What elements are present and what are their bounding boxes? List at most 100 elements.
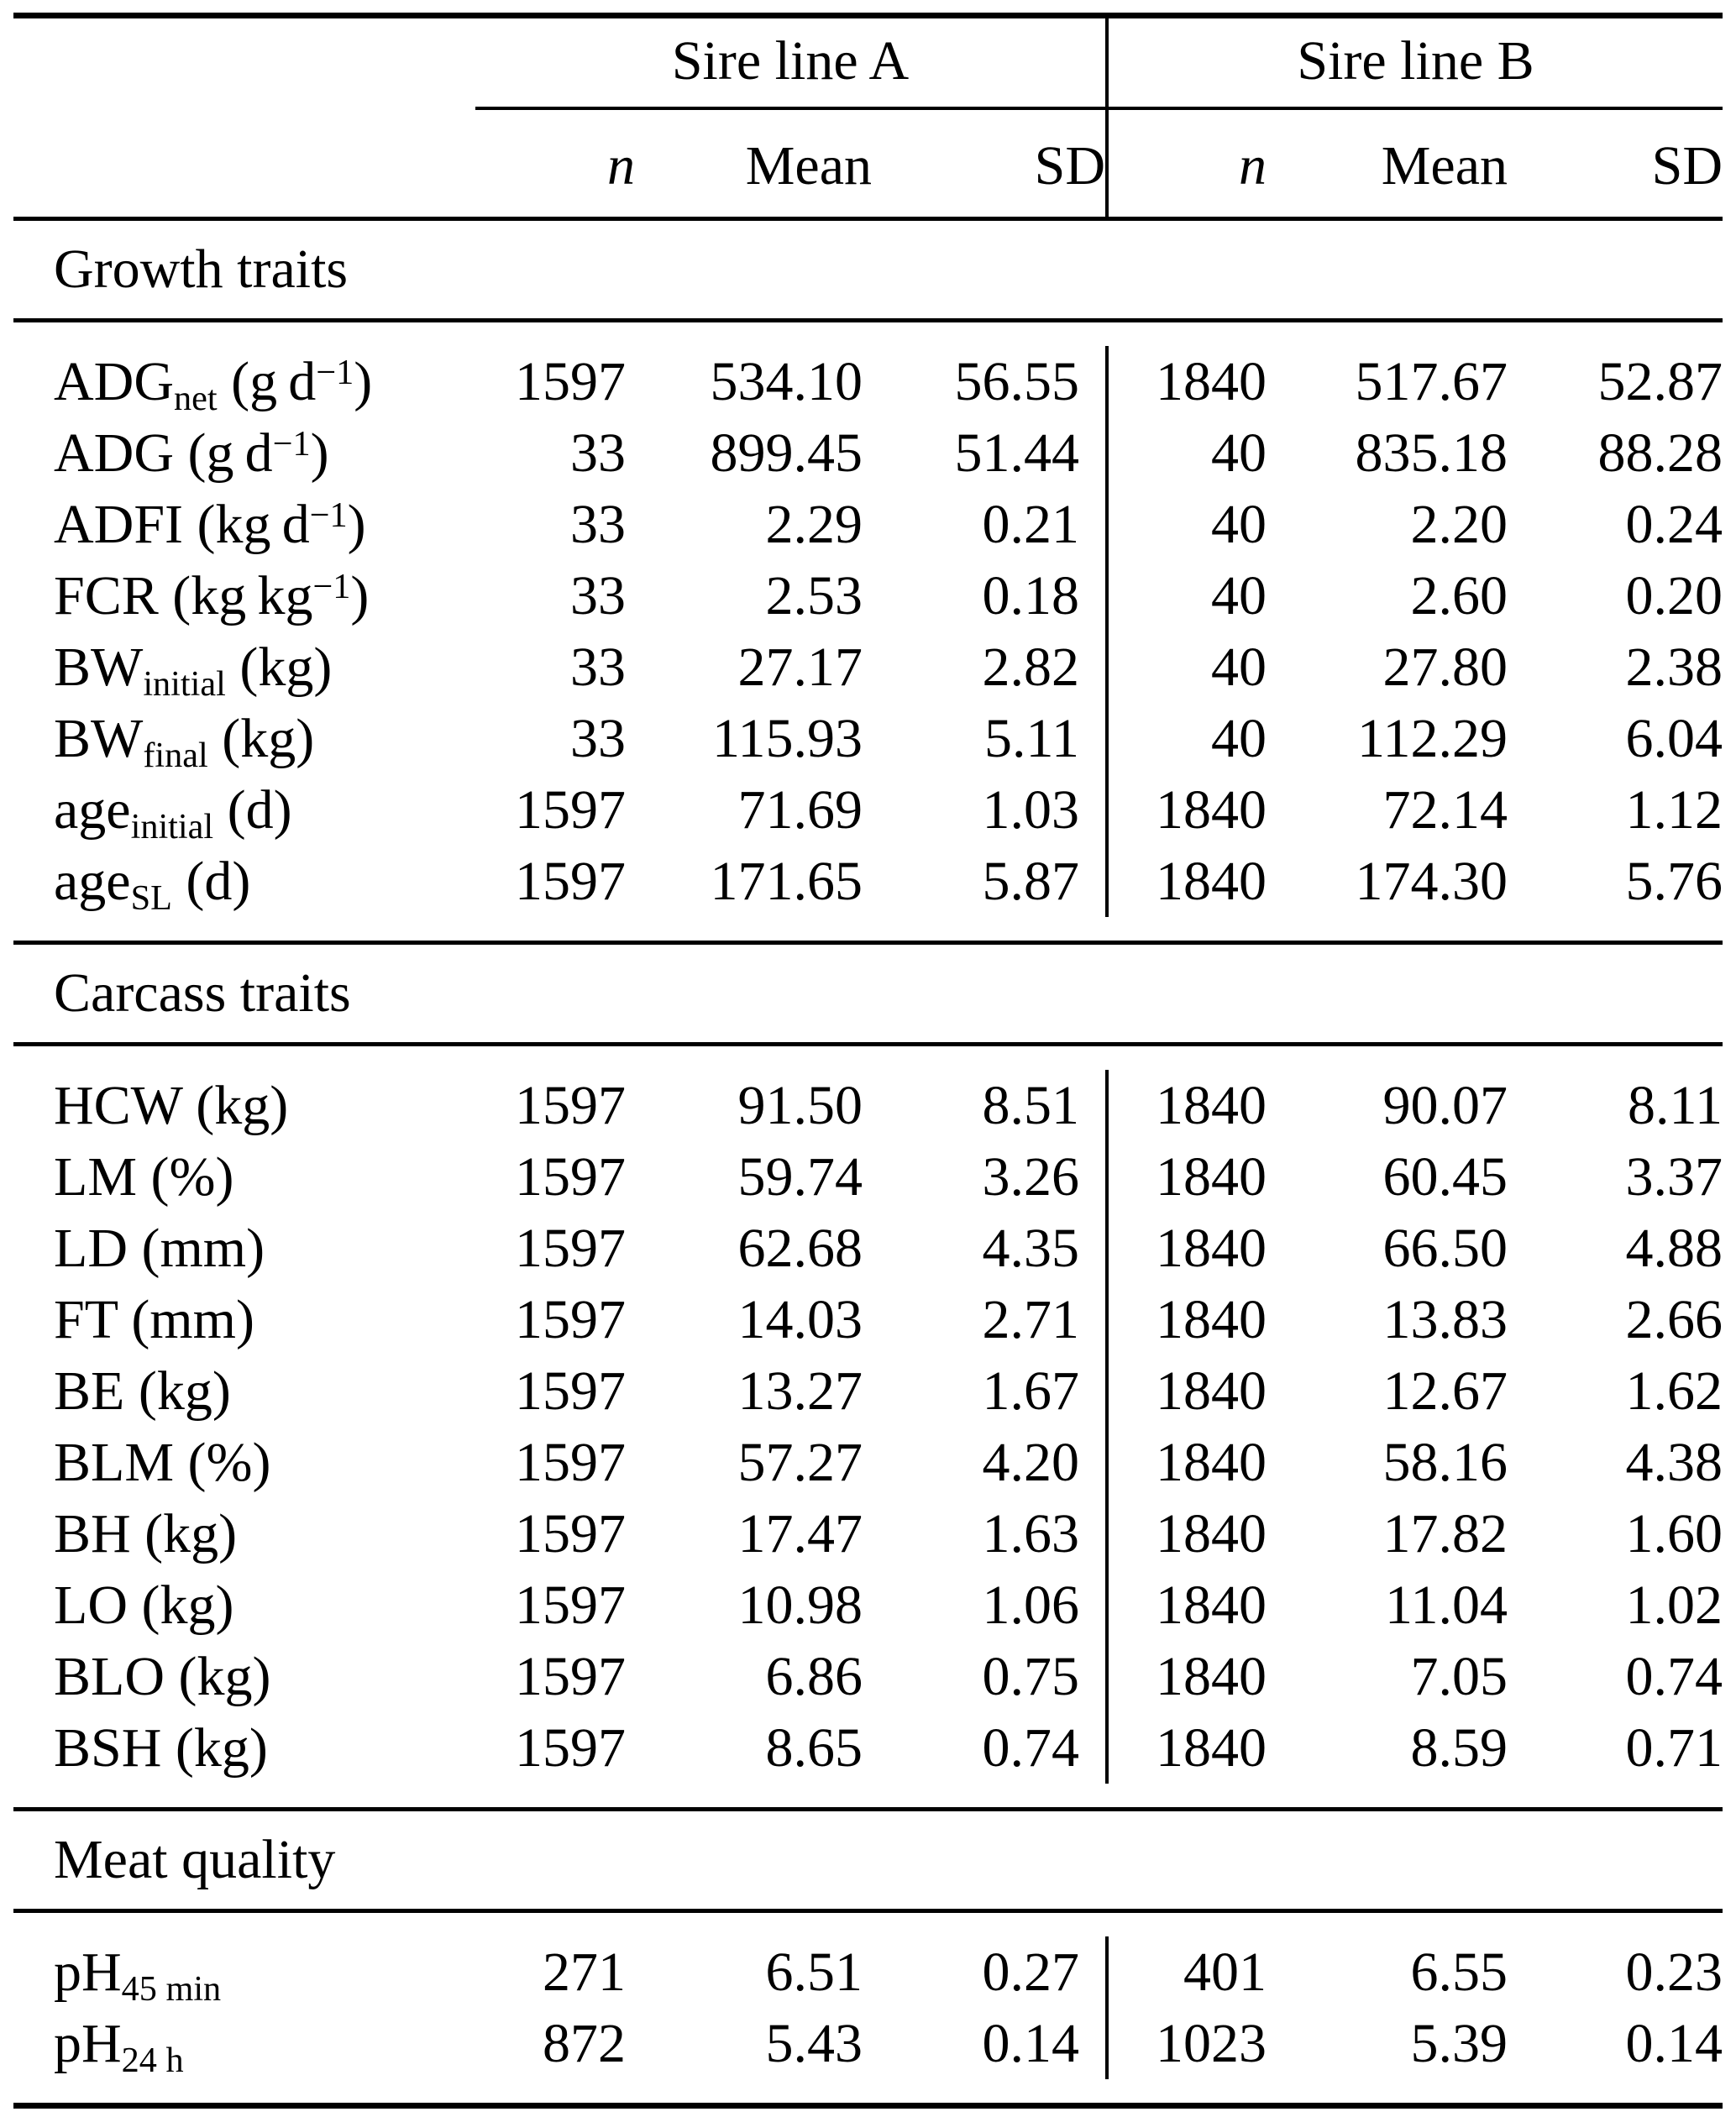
cell-sd-b: 8.11 <box>1627 1074 1723 1136</box>
trait-label-text: pH <box>54 2012 122 2074</box>
cell-n-b: 1840 <box>1105 1141 1267 1213</box>
trait-label: HCW (kg) <box>13 1070 475 1141</box>
cell-n-b: 1840 <box>1105 1355 1267 1427</box>
cell-mean-b: 2.60 <box>1410 564 1508 626</box>
cell-mean-b: 58.16 <box>1382 1431 1508 1493</box>
cell-mean-b: 66.50 <box>1382 1217 1508 1279</box>
cell-mean-b: 72.14 <box>1382 778 1508 841</box>
cell-n-a: 1597 <box>515 778 626 841</box>
cell-n-b: 1840 <box>1105 346 1267 417</box>
section-title: Carcass traits <box>13 941 1723 1046</box>
trait-label: ADFI (kg d−1) <box>13 489 475 560</box>
spacer-cell <box>13 1911 1723 1937</box>
trait-label-text: FCR (kg kg <box>54 564 313 626</box>
cell-sd-a: 4.20 <box>982 1431 1080 1493</box>
cell-mean-a: 10.98 <box>737 1574 863 1636</box>
cell-sd-b: 52.87 <box>1597 350 1723 412</box>
trait-label-text: (d) <box>213 778 292 841</box>
trait-label-text: ADG <box>54 350 174 412</box>
corner-cell <box>13 107 475 221</box>
trait-label-sub: 24 h <box>121 2040 184 2080</box>
trait-label: ADG (g d−1) <box>13 417 475 489</box>
trait-label-text: BSH (kg) <box>54 1716 268 1779</box>
cell-sd-b: 0.14 <box>1625 2012 1723 2074</box>
trait-label-text: ) <box>347 493 366 555</box>
cell-sd-a: 0.21 <box>982 493 1080 555</box>
cell-n-b: 40 <box>1105 417 1267 489</box>
trait-label-sup: −1 <box>312 566 351 606</box>
table-row: BSH (kg) 1597 8.65 0.74 1840 8.59 0.71 <box>13 1712 1723 1784</box>
cell-mean-a: 171.65 <box>710 850 863 912</box>
section-row: Growth traits <box>13 217 1723 322</box>
cell-n-b: 1840 <box>1105 1070 1267 1141</box>
cell-mean-b: 60.45 <box>1382 1145 1508 1208</box>
section-row: Meat quality <box>13 1807 1723 1913</box>
trait-label-text: BLO (kg) <box>54 1645 271 1707</box>
trait-label-text: BE (kg) <box>54 1360 231 1422</box>
col-header-n-a: n <box>475 107 635 221</box>
cell-sd-a: 0.18 <box>982 564 1080 626</box>
cell-sd-b: 5.76 <box>1625 850 1723 912</box>
trait-label: FCR (kg kg−1) <box>13 560 475 631</box>
cell-n-a: 33 <box>570 422 626 484</box>
trait-label-sub: final <box>143 735 208 775</box>
cell-n-b: 40 <box>1105 631 1267 703</box>
cell-n-a: 1597 <box>515 1502 626 1564</box>
cell-n-a: 1597 <box>515 850 626 912</box>
cell-sd-b: 4.88 <box>1625 1217 1723 1279</box>
trait-label: ADGnet (g d−1) <box>13 346 475 417</box>
group-header-sire-line-b: Sire line B <box>1105 15 1723 110</box>
cell-n-b: 1840 <box>1105 1498 1267 1569</box>
trait-label-text: age <box>54 778 131 841</box>
trait-label-text: (g d <box>217 350 317 412</box>
cell-mean-a: 14.03 <box>737 1288 863 1350</box>
spacer-cell <box>13 917 1723 943</box>
spacer-cell <box>13 321 1723 347</box>
cell-mean-a: 534.10 <box>710 350 863 412</box>
cell-mean-a: 91.50 <box>737 1074 863 1136</box>
col-header-mean-b: Mean <box>1267 107 1508 221</box>
cell-n-a: 1597 <box>515 350 626 412</box>
section-spacer-row <box>13 2079 1723 2106</box>
cell-mean-b: 517.67 <box>1355 350 1508 412</box>
cell-mean-b: 112.29 <box>1356 707 1508 769</box>
cell-mean-b: 90.07 <box>1382 1074 1508 1136</box>
trait-label-sup: −1 <box>316 352 354 392</box>
cell-n-b: 1840 <box>1105 1213 1267 1284</box>
trait-label: BH (kg) <box>13 1498 475 1569</box>
cell-sd-a: 8.51 <box>982 1074 1080 1136</box>
cell-mean-a: 27.17 <box>737 636 863 698</box>
cell-n-b: 1840 <box>1105 1712 1267 1784</box>
table-row: ADFI (kg d−1) 33 2.29 0.21 40 2.20 0.24 <box>13 489 1723 560</box>
cell-sd-a: 51.44 <box>954 422 1080 484</box>
cell-mean-a: 62.68 <box>737 1217 863 1279</box>
cell-n-a: 1597 <box>515 1645 626 1707</box>
cell-sd-a: 3.26 <box>982 1145 1080 1208</box>
trait-label: BSH (kg) <box>13 1712 475 1784</box>
cell-mean-b: 174.30 <box>1355 850 1508 912</box>
cell-n-a: 872 <box>543 2012 626 2074</box>
table-row: LM (%) 1597 59.74 3.26 1840 60.45 3.37 <box>13 1141 1723 1213</box>
trait-label-sup: −1 <box>272 423 311 464</box>
cell-mean-a: 13.27 <box>737 1360 863 1422</box>
cell-n-b: 40 <box>1105 560 1267 631</box>
cell-mean-a: 8.65 <box>765 1716 863 1779</box>
corner-cell <box>13 16 475 108</box>
trait-label-text: ) <box>310 422 329 484</box>
cell-mean-a: 57.27 <box>737 1431 863 1493</box>
cell-mean-b: 11.04 <box>1384 1574 1508 1636</box>
cell-sd-b: 0.20 <box>1625 564 1723 626</box>
trait-label: pH45 min <box>13 1936 475 2008</box>
cell-sd-b: 1.62 <box>1625 1360 1723 1422</box>
cell-mean-b: 13.83 <box>1382 1288 1508 1350</box>
cell-sd-a: 1.63 <box>982 1502 1080 1564</box>
trait-label-text: LO (kg) <box>54 1574 234 1636</box>
cell-mean-b: 7.05 <box>1410 1645 1508 1707</box>
trait-label-text: pH <box>54 1941 122 2003</box>
table-row: ADGnet (g d−1) 1597 534.10 56.55 1840 517.67 5… <box>13 346 1723 417</box>
table-row: LD (mm) 1597 62.68 4.35 1840 66.50 4.88 <box>13 1213 1723 1284</box>
trait-label: ageinitial (d) <box>13 774 475 846</box>
cell-sd-a: 0.27 <box>982 1941 1080 2003</box>
section-spacer-row <box>13 917 1723 943</box>
cell-n-b: 1840 <box>1105 1284 1267 1355</box>
